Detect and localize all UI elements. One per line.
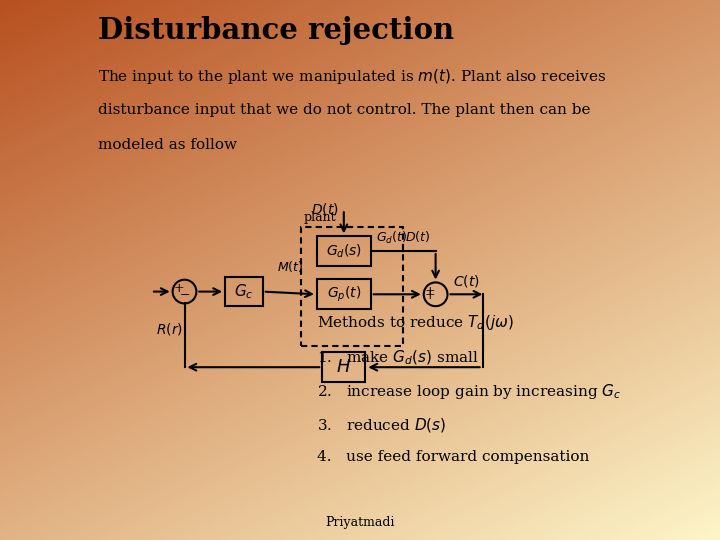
Text: 4.   use feed forward compensation: 4. use feed forward compensation: [317, 450, 589, 464]
Text: 1.   make $G_d(s)$ small: 1. make $G_d(s)$ small: [317, 348, 479, 367]
Text: modeled as follow: modeled as follow: [98, 138, 237, 152]
Text: Methods to reduce $T_d(j\omega)$: Methods to reduce $T_d(j\omega)$: [317, 313, 513, 332]
Text: disturbance input that we do not control. The plant then can be: disturbance input that we do not control…: [98, 103, 590, 117]
Text: $G_c$: $G_c$: [234, 282, 253, 301]
Text: $G_d(t)D(t)$: $G_d(t)D(t)$: [376, 230, 431, 246]
Text: $D(t)$: $D(t)$: [310, 201, 338, 217]
Bar: [317, 236, 371, 266]
Text: +: +: [174, 282, 184, 295]
Text: Disturbance rejection: Disturbance rejection: [98, 16, 454, 45]
Text: +: +: [425, 289, 436, 302]
Text: Priyatmadi: Priyatmadi: [325, 516, 395, 529]
Text: $C(t)$: $C(t)$: [453, 273, 480, 289]
Text: $G_d(s)$: $G_d(s)$: [325, 242, 362, 260]
Bar: [317, 280, 371, 309]
Text: The input to the plant we manipulated is $m(t)$. Plant also receives: The input to the plant we manipulated is…: [98, 68, 606, 86]
Text: $H$: $H$: [336, 358, 351, 376]
Text: $G_p(t)$: $G_p(t)$: [327, 285, 361, 304]
Text: plant: plant: [303, 211, 336, 224]
Bar: [225, 276, 263, 306]
Bar: [323, 353, 365, 382]
Text: +: +: [425, 285, 436, 298]
Text: −: −: [180, 289, 191, 302]
Text: $R(r)$: $R(r)$: [156, 321, 184, 338]
Text: 3.   reduced $D(s)$: 3. reduced $D(s)$: [317, 416, 446, 434]
Bar: [301, 227, 403, 346]
Text: 2.   increase loop gain by increasing $G_c$: 2. increase loop gain by increasing $G_c…: [317, 382, 621, 401]
Text: $M(t)$: $M(t)$: [276, 259, 303, 274]
